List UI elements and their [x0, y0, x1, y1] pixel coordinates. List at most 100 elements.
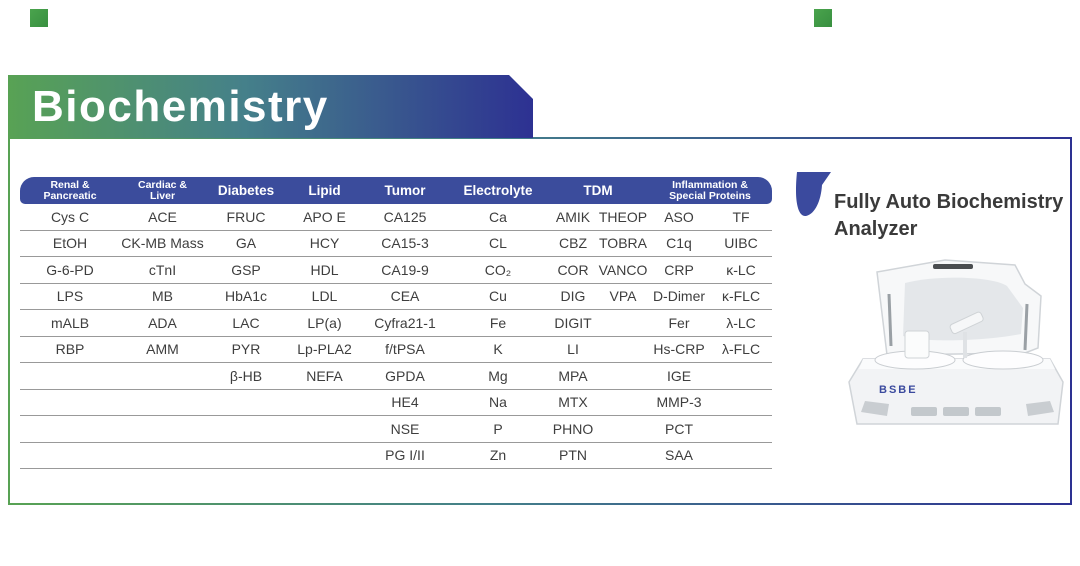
table-subcell: SAA [664, 447, 693, 464]
table-subcell: DIGIT [554, 314, 592, 331]
table-cell: PG I/II [385, 447, 425, 464]
table-cell: cTnI [148, 261, 177, 278]
table-row: NSE P PHNO PCT [20, 416, 772, 443]
table-subcell: MPA [558, 367, 588, 384]
table-cell: Mg [488, 367, 508, 384]
product-heading-line2: Analyzer [834, 218, 918, 240]
device-brand-label: BSBE [879, 384, 918, 396]
table-cell: DIGIT [548, 315, 648, 331]
table-cell: Fe [489, 314, 507, 331]
table-cell: Na [489, 394, 507, 411]
table-row: G-6-PD cTnI GSP HDL CA19-9 CO₂ COR VANCO CRP κ-LC [20, 257, 772, 284]
table-subcell: MTX [558, 394, 588, 411]
table-subcell: VANCO [598, 261, 648, 278]
table-subcell: IGE [666, 367, 692, 384]
table-cell: MB [152, 288, 173, 305]
table-cell: ASO TF [648, 209, 772, 225]
table-cell: HCY [309, 235, 340, 252]
table-cell: MMP-3 [648, 394, 772, 410]
table-cell: AMM [146, 341, 179, 358]
table-cell: COR VANCO [548, 262, 648, 278]
table-cell: FRUC [226, 208, 266, 225]
analyzer-vent [911, 407, 937, 416]
table-cell: CL [489, 235, 507, 252]
table-subcell [710, 421, 772, 437]
table-subcell [598, 447, 648, 463]
analyzer-module [904, 330, 930, 359]
table-subcell: λ-LC [726, 314, 756, 331]
table-cell: Ca [489, 208, 507, 225]
table-row: EtOH CK-MB Mass GA HCY CA15-3 CL CBZ TOBRA C1q UI… [20, 231, 772, 257]
table-cell: PCT [648, 421, 772, 437]
table-cell: CBZ TOBRA [548, 235, 648, 251]
table-row: Cys C ACE FRUC APO E CA125 Ca AMIK THEOP ASO TF [20, 204, 772, 231]
table-row: mALB ADA LAC LP(a) Cyfra21-1 Fe DIGIT Fer λ-LC [20, 310, 772, 337]
table-cell: LPS [56, 288, 84, 305]
table-cell: EtOH [52, 235, 88, 252]
table-cell: Cu [489, 288, 507, 305]
analyzer-tray-right [962, 350, 1044, 370]
analyzer-product-image: BSBE [848, 259, 1064, 425]
table-subcell: TF [732, 208, 750, 225]
table-header-row: Renal & Pancreatic Cardiac & Liver Diabetes L… [20, 177, 772, 204]
table-cell: HE4 [391, 394, 419, 411]
page-title: Biochemistry [32, 81, 329, 131]
table-cell: ADA [148, 314, 177, 331]
corner-accent-square-left [30, 9, 48, 27]
column-header: Electrolyte [463, 183, 533, 198]
table-cell: RBP [55, 341, 85, 358]
table-cell: LDL [311, 288, 338, 305]
table-cell: f/tPSA [385, 341, 425, 358]
table-subcell [598, 394, 648, 410]
table-cell: CA125 [383, 208, 427, 225]
table-subcell: κ-LC [726, 261, 756, 278]
product-heading-line1: Fully Auto Biochemistry [834, 191, 1064, 213]
table-cell: SAA [648, 447, 772, 463]
table-cell: CA15-3 [381, 235, 429, 252]
table-subcell: D-Dimer [652, 288, 706, 305]
column-header: Tumor [384, 183, 426, 198]
table-row: HE4 Na MTX MMP-3 [20, 390, 772, 416]
table-cell: HbA1c [224, 288, 268, 305]
table-cell: D-Dimer κ-FLC [648, 288, 772, 304]
table-cell: LAC [232, 314, 260, 331]
table-cell: Zn [489, 447, 507, 464]
table-subcell: COR [557, 261, 589, 278]
table-subcell [598, 315, 648, 331]
table-cell: P [493, 420, 503, 437]
table-cell: Cys C [50, 208, 90, 225]
table-subcell: DIG [560, 288, 586, 305]
column-header: Renal & Pancreatic [43, 178, 97, 202]
column-header: TDM [583, 183, 613, 198]
table-cell: NEFA [306, 367, 343, 384]
table-subcell [598, 368, 648, 384]
table-cell: mALB [50, 314, 90, 331]
table-subcell: THEOP [598, 208, 648, 225]
table-subcell: VPA [609, 288, 637, 305]
table-subcell [598, 341, 648, 357]
table-cell: NSE [390, 420, 420, 437]
table-subcell [710, 447, 772, 463]
analyzer-probe-rod [963, 332, 967, 358]
analyzer-vent [943, 407, 969, 416]
table-cell: LP(a) [307, 314, 342, 331]
table-subcell: CRP [664, 261, 694, 278]
flag-check-icon [796, 172, 831, 217]
table-subcell: Hs-CRP [653, 341, 705, 358]
table-subcell: C1q [666, 235, 692, 252]
column-header: Inflammation & Special Proteins [669, 178, 751, 202]
table-cell: CA19-9 [381, 261, 429, 278]
analyzer-lid-slot [933, 264, 973, 269]
table-subcell: AMIK [555, 208, 591, 225]
analyzer-hinge-left [887, 293, 893, 347]
table-cell: PYR [231, 341, 261, 358]
title-banner: Biochemistry [8, 75, 533, 138]
table-cell: CEA [390, 288, 420, 305]
table-row: β-HB NEFA GPDA Mg MPA IGE [20, 363, 772, 390]
column-header: Diabetes [217, 183, 275, 198]
table-cell: MPA [548, 368, 648, 384]
table-subcell: PCT [665, 420, 693, 437]
table-body: Cys C ACE FRUC APO E CA125 Ca AMIK THEOP ASO TF Et… [20, 204, 772, 469]
table-subcell: UIBC [724, 235, 758, 252]
table-cell: CRP κ-LC [648, 262, 772, 278]
